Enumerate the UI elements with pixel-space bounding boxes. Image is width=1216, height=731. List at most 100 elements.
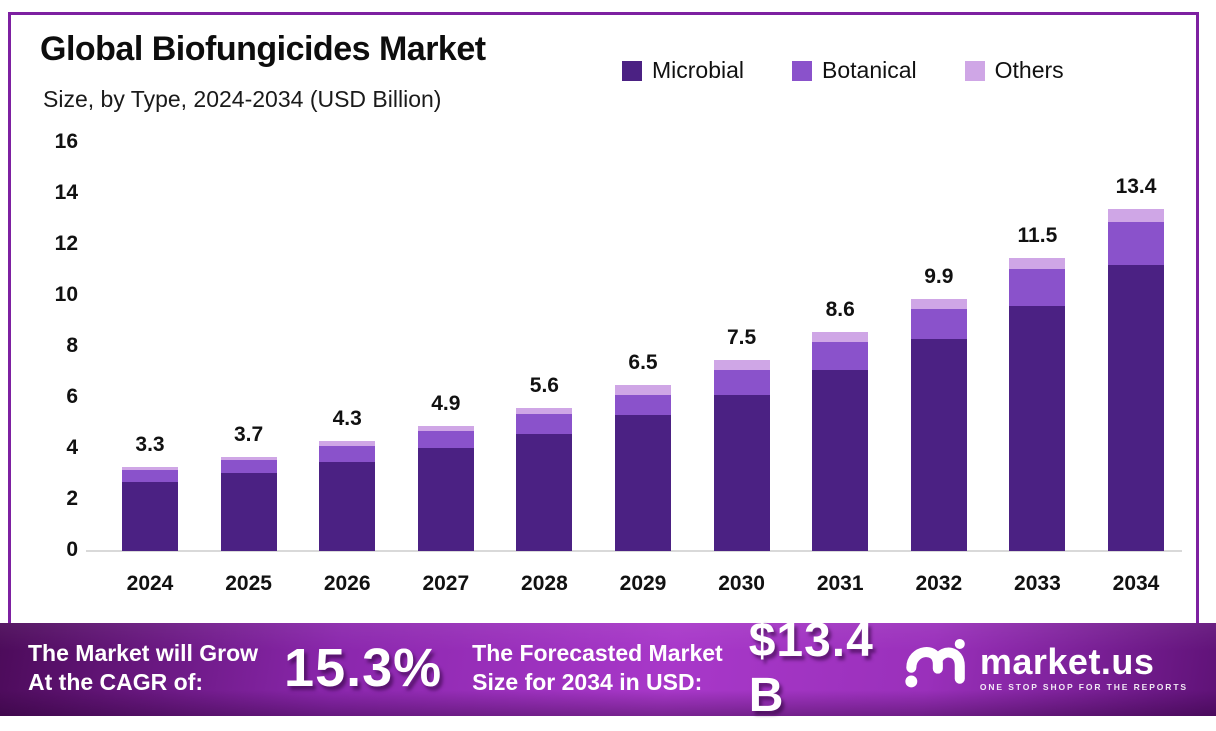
y-axis-tick-label: 4 xyxy=(66,436,78,459)
bar-segment-microbial-2029[interactable] xyxy=(615,414,671,551)
x-axis-label-2029: 2029 xyxy=(619,572,667,595)
bar-total-label-2034: 13.4 xyxy=(1115,175,1157,199)
bar-segment-microbial-2034[interactable] xyxy=(1108,265,1164,551)
x-axis-label-2028: 2028 xyxy=(521,572,568,595)
bar-segment-others-2029[interactable] xyxy=(615,385,671,396)
bar-2028[interactable] xyxy=(516,408,573,551)
y-axis-tick-label: 0 xyxy=(66,538,78,561)
bar-segment-microbial-2024[interactable] xyxy=(122,482,178,551)
bar-segment-botanical-2025[interactable] xyxy=(220,460,277,474)
bar-segment-botanical-2032[interactable] xyxy=(910,308,967,340)
bar-total-label-2027: 4.9 xyxy=(431,392,461,416)
bar-total-label-2025: 3.7 xyxy=(233,422,264,446)
forecast-label: The Forecasted Market Size for 2034 in U… xyxy=(472,639,723,695)
forecast-label-line2: Size for 2034 in USD: xyxy=(472,668,703,695)
legend-label-others: Others xyxy=(994,57,1064,83)
bar-2033[interactable] xyxy=(1009,257,1066,551)
y-axis-tick-label: 14 xyxy=(54,181,78,204)
forecast-value: $13.4 B xyxy=(748,613,874,722)
x-axis-label-2031: 2031 xyxy=(816,572,864,595)
x-axis-label-2026: 2026 xyxy=(323,572,371,595)
page-subtitle: Size, by Type, 2024-2034 (USD Billion) xyxy=(43,86,442,112)
bar-segment-microbial-2028[interactable] xyxy=(516,433,573,551)
y-axis-tick-label: 10 xyxy=(54,283,78,306)
bar-total-label-2032: 9.9 xyxy=(924,264,954,288)
y-axis-tick-label: 12 xyxy=(54,232,78,255)
bar-2029[interactable] xyxy=(615,385,671,551)
cagr-label: The Market will Grow At the CAGR of: xyxy=(28,639,258,695)
bar-total-label-2024: 3.3 xyxy=(135,432,165,456)
bar-2034[interactable] xyxy=(1108,209,1164,551)
bar-2025[interactable] xyxy=(220,456,277,551)
bar-segment-others-2027[interactable] xyxy=(417,426,474,432)
legend-item-botanical: Botanical xyxy=(792,57,917,84)
bar-segment-microbial-2027[interactable] xyxy=(417,447,474,551)
brand-text: market.us ONE STOP SHOP FOR THE REPORTS xyxy=(979,640,1188,692)
bar-segment-botanical-2031[interactable] xyxy=(812,341,869,370)
legend-label-microbial: Microbial xyxy=(652,57,745,83)
bar-2031[interactable] xyxy=(812,331,869,551)
bar-segment-others-2032[interactable] xyxy=(910,298,967,309)
x-axis-label-2032: 2032 xyxy=(915,572,963,595)
bar-segment-others-2030[interactable] xyxy=(713,359,770,370)
bar-segment-others-2034[interactable] xyxy=(1108,209,1164,223)
forecast-label-line1: The Forecasted Market xyxy=(472,640,723,667)
bar-segment-others-2033[interactable] xyxy=(1009,257,1066,270)
bar-segment-others-2031[interactable] xyxy=(812,331,869,342)
bar-2032[interactable] xyxy=(910,298,967,551)
legend-item-microbial: Microbial xyxy=(622,57,744,84)
bar-segment-microbial-2030[interactable] xyxy=(713,395,770,551)
brand-tagline: ONE STOP SHOP FOR THE REPORTS xyxy=(979,681,1188,692)
bar-total-label-2030: 7.5 xyxy=(726,325,757,349)
legend-item-others: Others xyxy=(964,57,1064,84)
bar-segment-botanical-2026[interactable] xyxy=(319,445,376,462)
bar-segment-others-2028[interactable] xyxy=(516,408,573,414)
legend: Microbial Botanical Others xyxy=(622,57,1064,84)
bar-2027[interactable] xyxy=(417,426,474,551)
legend-label-botanical: Botanical xyxy=(822,57,917,83)
y-axis-tick-label: 2 xyxy=(66,487,78,510)
bar-segment-microbial-2033[interactable] xyxy=(1009,306,1066,551)
bar-2026[interactable] xyxy=(319,441,376,551)
bar-segment-botanical-2027[interactable] xyxy=(417,431,474,448)
x-axis-label-2024: 2024 xyxy=(126,572,174,595)
bar-segment-microbial-2025[interactable] xyxy=(220,473,277,551)
bar-segment-microbial-2026[interactable] xyxy=(319,461,376,551)
bar-segment-others-2025[interactable] xyxy=(220,456,277,461)
bar-segment-botanical-2028[interactable] xyxy=(516,413,573,434)
bar-total-label-2031: 8.6 xyxy=(825,297,855,321)
bar-segment-botanical-2029[interactable] xyxy=(615,395,671,415)
bottom-banner: The Market will Grow At the CAGR of: 15.… xyxy=(0,614,1216,722)
x-axis-label-2027: 2027 xyxy=(422,572,470,595)
bar-segment-botanical-2030[interactable] xyxy=(713,369,770,396)
brand-logo: market.us ONE STOP SHOP FOR THE REPORTS xyxy=(904,636,1192,699)
x-axis-label-2030: 2030 xyxy=(718,572,765,595)
x-axis-label-2033: 2033 xyxy=(1014,572,1061,595)
microbial-swatch-icon xyxy=(622,60,642,81)
stacked-bar-chart: 0 2 4 6 8 10 12 14 16 3.3 2024 3.7 2025 4.3 2026 4.9 202… xyxy=(54,130,1182,595)
cagr-value: 15.3% xyxy=(284,637,443,698)
bar-segment-botanical-2034[interactable] xyxy=(1108,222,1164,266)
brand-name: market.us xyxy=(979,640,1155,682)
bar-segment-botanical-2033[interactable] xyxy=(1009,269,1066,307)
others-swatch-icon xyxy=(964,60,985,81)
bar-total-label-2028: 5.6 xyxy=(529,374,559,398)
bar-total-label-2026: 4.3 xyxy=(332,407,362,431)
y-axis-tick-label: 8 xyxy=(66,334,78,357)
bar-total-label-2029: 6.5 xyxy=(628,351,658,375)
y-axis-tick-label: 16 xyxy=(54,130,78,153)
bar-segment-others-2024[interactable] xyxy=(122,466,178,470)
cagr-label-line2: At the CAGR of: xyxy=(28,668,204,695)
bar-2030[interactable] xyxy=(713,359,770,551)
cagr-label-line1: The Market will Grow xyxy=(28,640,259,667)
x-axis-label-2025: 2025 xyxy=(225,572,272,595)
bar-segment-microbial-2032[interactable] xyxy=(910,339,967,551)
bar-2024[interactable] xyxy=(122,466,178,551)
bar-segment-others-2026[interactable] xyxy=(319,441,376,446)
bar-segment-botanical-2024[interactable] xyxy=(122,469,178,483)
bar-total-label-2033: 11.5 xyxy=(1017,223,1058,247)
page-title: Global Biofungicides Market xyxy=(40,30,486,68)
bar-segment-microbial-2031[interactable] xyxy=(812,369,869,551)
x-axis-line xyxy=(86,550,1182,552)
